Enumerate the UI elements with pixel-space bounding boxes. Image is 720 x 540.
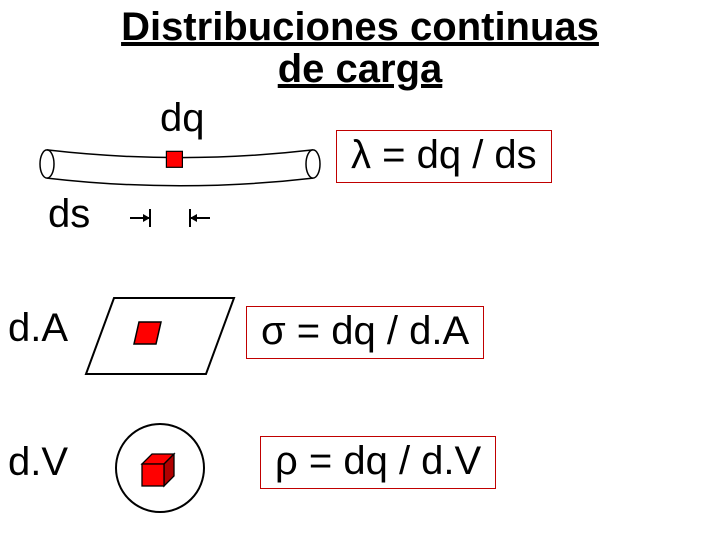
label-dq: dq — [160, 96, 205, 141]
label-ds: ds — [48, 192, 90, 237]
formula-rho: ρ = dq / d.V — [260, 436, 496, 489]
title-line-2: de carga — [278, 47, 443, 91]
shape-linear-tube — [40, 142, 320, 186]
diagram-stage: Distribuciones continuas de carga dq ds … — [0, 0, 720, 540]
page-title: Distribuciones continuas de carga — [0, 6, 720, 90]
label-dA: d.A — [8, 306, 68, 351]
label-dV: d.V — [8, 440, 68, 485]
shape-cube — [142, 454, 176, 488]
formula-lambda: λ = dq / ds — [336, 130, 552, 183]
shape-dA-square — [128, 322, 162, 350]
formula-sigma: σ = dq / d.A — [246, 306, 484, 359]
shape-ds-marks — [130, 206, 210, 230]
title-line-1: Distribuciones continuas — [121, 5, 599, 49]
